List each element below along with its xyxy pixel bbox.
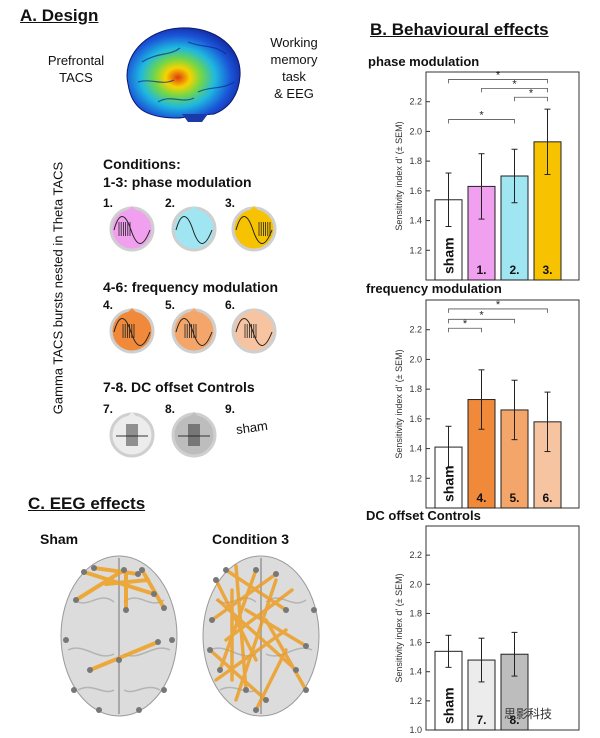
condition-stimulus-icon-6	[231, 308, 277, 354]
y-tick-label: 2.2	[409, 550, 422, 560]
y-tick-label: 1.8	[409, 608, 422, 618]
significance-star: *	[463, 318, 468, 330]
chart-frequency-title: frequency modulation	[366, 281, 502, 296]
gamma-theta-label: Gamma TACS bursts nested in Theta TACS	[50, 161, 66, 415]
y-tick-label: 1.2	[409, 696, 422, 706]
y-tick-label: 1.4	[409, 667, 422, 677]
y-tick-label: 1.2	[409, 473, 422, 483]
y-tick-label: 2.2	[409, 325, 422, 335]
category-label: sham	[441, 237, 457, 274]
section-b-title: B. Behavioural effects	[370, 20, 549, 39]
condition-number-3: 3.	[225, 196, 236, 210]
category-label: 6.	[542, 491, 552, 505]
significance-star: *	[496, 69, 501, 81]
sham-eeg-label: Sham	[40, 531, 79, 547]
y-tick-label: 1.4	[409, 216, 422, 226]
significance-star: *	[496, 299, 501, 311]
category-label: 3.	[542, 263, 552, 277]
task-label: Working memory task & EEG	[252, 34, 336, 102]
task-line3: task	[282, 69, 306, 84]
category-label: 8.	[509, 713, 519, 727]
y-tick-label: 2.0	[409, 354, 422, 364]
chart-phase-title: phase modulation	[368, 54, 480, 69]
condition-stimulus-icon-8	[171, 412, 217, 458]
conditions-header: Conditions:	[103, 156, 181, 172]
section-a-title: A. Design	[20, 6, 99, 25]
y-tick-label: 2.2	[409, 97, 422, 107]
condition-number-4: 4.	[103, 298, 114, 312]
chart-frequency: 1.2 1.4 1.6 1.8 2.0 2.2 Sensitivity index d' (…	[394, 299, 580, 509]
condition-number-2: 2.	[165, 196, 176, 210]
y-tick-label: 1.0	[409, 725, 422, 734]
significance-bracket	[448, 79, 548, 84]
eeg-brain-condition3	[202, 555, 320, 717]
group1-header: 1-3: phase modulation	[103, 174, 252, 190]
brain-tacs-image	[126, 27, 241, 122]
significance-bracket	[514, 96, 548, 102]
chart-dc: 1.0 1.2 1.4 1.6 1.8 2.0 2.2 Sensitivity index d…	[394, 525, 580, 734]
y-tick-label: 1.4	[409, 444, 422, 454]
condition-stimulus-icon-1	[109, 206, 155, 252]
y-tick-label: 2.0	[409, 126, 422, 136]
category-label: 7.	[476, 713, 486, 727]
sham-condition-label: sham	[235, 417, 269, 438]
category-label: sham	[441, 687, 457, 724]
condition-number-5: 5.	[165, 298, 176, 312]
y-tick-label: 1.6	[409, 638, 422, 648]
condition-number-8: 8.	[165, 402, 176, 416]
condition-stimulus-icon-4	[109, 308, 155, 354]
condition-number-9: 9.	[225, 402, 236, 416]
significance-bracket	[448, 318, 515, 324]
category-label: sham	[441, 465, 457, 502]
category-label: 4.	[476, 491, 486, 505]
condition-stimulus-icon-7	[109, 412, 155, 458]
task-line4: & EEG	[274, 86, 314, 101]
significance-star: *	[529, 87, 534, 99]
section-c-title: C. EEG effects	[28, 494, 146, 513]
y-tick-label: 1.8	[409, 384, 422, 394]
significance-bracket	[448, 308, 548, 313]
condition-number-6: 6.	[225, 298, 236, 312]
y-tick-label: 1.6	[409, 186, 422, 196]
category-label: 1.	[476, 263, 486, 277]
category-label: 5.	[509, 491, 519, 505]
condition-number-1: 1.	[103, 196, 114, 210]
significance-bracket	[481, 87, 548, 93]
y-tick-label: 2.0	[409, 579, 422, 589]
chart-phase: 1.2 1.4 1.6 1.8 2.0 2.2 Sensitivity index d' (…	[394, 69, 580, 281]
y-axis-label: Sensitivity index d' (± SEM)	[394, 349, 404, 458]
task-line1: Working	[270, 35, 318, 50]
eeg-brain-sham	[60, 555, 178, 717]
condition-stimulus-icon-3	[231, 206, 277, 252]
y-tick-label: 1.8	[409, 156, 422, 166]
group3-header: 7-8. DC offset Controls	[103, 379, 255, 395]
prefrontal-line1: Prefrontal	[47, 53, 105, 68]
significance-star: *	[479, 309, 484, 321]
y-tick-label: 1.6	[409, 414, 422, 424]
significance-star: *	[512, 78, 517, 90]
condition-stimulus-icon-5	[171, 308, 217, 354]
task-line2: memory	[270, 52, 318, 67]
significance-star: *	[479, 110, 484, 122]
group2-header: 4-6: frequency modulation	[103, 279, 279, 295]
significance-bracket	[448, 327, 482, 333]
prefrontal-line2: TACS	[59, 70, 93, 85]
condition-stimulus-icon-2	[171, 206, 217, 252]
watermark-text: 思影科技	[504, 707, 553, 721]
significance-bracket	[448, 119, 515, 124]
y-axis-label: Sensitivity index d' (± SEM)	[394, 121, 404, 230]
category-label: 2.	[509, 263, 519, 277]
y-tick-label: 1.2	[409, 245, 422, 255]
y-axis-label: Sensitivity index d' (± SEM)	[394, 573, 404, 682]
condition-number-7: 7.	[103, 402, 114, 416]
condition3-eeg-label: Condition 3	[212, 531, 289, 547]
bar-2	[467, 659, 496, 731]
prefrontal-label: Prefrontal TACS	[30, 52, 122, 86]
chart-dc-title: DC offset Controls	[366, 508, 481, 523]
